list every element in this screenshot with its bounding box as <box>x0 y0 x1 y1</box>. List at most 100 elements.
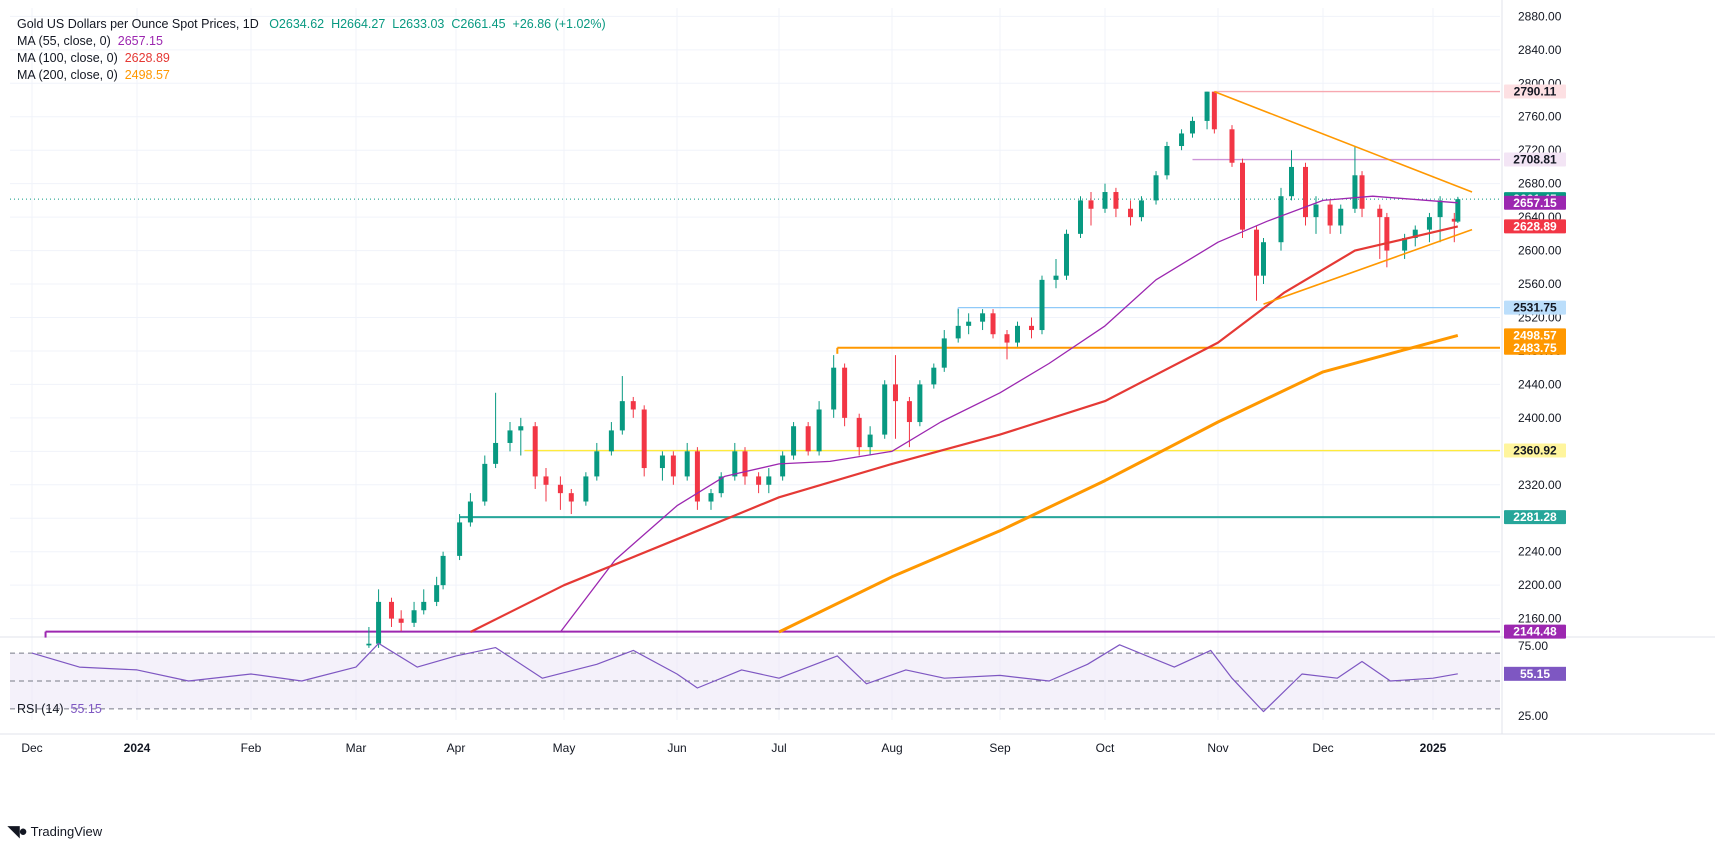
candle-body <box>791 426 797 456</box>
price-axis: 2160.002200.002240.002280.002320.002360.… <box>1518 9 1562 722</box>
candle-body <box>594 451 600 477</box>
tradingview-brand[interactable]: ◥● TradingView <box>8 822 102 840</box>
price-tick-label: 2160.00 <box>1518 612 1562 626</box>
candle-body <box>1113 192 1119 209</box>
candle-body <box>1204 91 1210 121</box>
level-tag-2360.92-bg <box>1504 443 1566 458</box>
candle-body <box>892 384 898 402</box>
low-value: L2633.03 <box>392 17 445 31</box>
level-tag-2281.28: 2281.28 <box>1513 510 1557 524</box>
high-value: H2664.27 <box>331 17 386 31</box>
candle-body <box>1352 175 1358 209</box>
candle-body <box>641 409 647 469</box>
candle-body <box>805 426 811 452</box>
time-tick-label: Jun <box>667 741 686 755</box>
ma100-row[interactable]: MA (100, close, 0) 2628.89 <box>17 50 606 67</box>
ma55-row[interactable]: MA (55, close, 0) 2657.15 <box>17 33 606 50</box>
price-tick-label: 2240.00 <box>1518 545 1562 559</box>
candle-body <box>1102 192 1108 209</box>
price-tick-label: 2320.00 <box>1518 478 1562 492</box>
candle-body <box>742 451 748 477</box>
price-tick-label: 2840.00 <box>1518 43 1562 57</box>
ma-line-200 <box>778 333 1459 634</box>
candle-body <box>1377 208 1383 218</box>
candle-body <box>1128 208 1134 218</box>
rsi-pane <box>10 642 1500 713</box>
candle-body <box>1338 208 1344 226</box>
level-tag-2144.48-bg <box>1504 624 1566 639</box>
level-tag-2708.81: 2708.81 <box>1513 153 1557 167</box>
candle-body <box>780 455 786 477</box>
candle-body <box>532 426 538 477</box>
ma200-label: MA (200, close, 0) <box>17 68 118 82</box>
candle-body <box>1039 279 1045 331</box>
price-tick-label: 2880.00 <box>1518 9 1562 23</box>
level-tag-2708.81-bg <box>1504 152 1566 167</box>
candle-body <box>507 430 513 443</box>
candle-body <box>619 401 625 431</box>
level-tag-2360.92: 2360.92 <box>1513 444 1557 458</box>
candle-body <box>493 442 499 464</box>
horizontal-levels <box>10 90 1500 638</box>
rsi-band-fill <box>10 653 1500 709</box>
price-tick-label: 2200.00 <box>1518 578 1562 592</box>
candle-body <box>1437 200 1443 218</box>
candle-body <box>1229 129 1235 163</box>
candle-body <box>467 501 473 523</box>
candle-body <box>1289 166 1294 197</box>
trendline-2 <box>1263 228 1473 305</box>
candle-body <box>766 476 772 485</box>
ma200-row[interactable]: MA (200, close, 0) 2498.57 <box>17 67 606 84</box>
candle-body <box>955 325 961 339</box>
candle-body <box>421 601 427 611</box>
price-tick-label: 2680.00 <box>1518 177 1562 191</box>
price-tag-2628.89: 2628.89 <box>1513 219 1557 233</box>
candle-body <box>941 338 947 368</box>
candle-body <box>1451 218 1457 222</box>
ma200-value: 2498.57 <box>124 68 170 82</box>
candle-body <box>376 601 382 644</box>
chart-legend: Gold US Dollars per Ounce Spot Prices, 1… <box>17 16 606 84</box>
symbol-title: Gold US Dollars per Ounce Spot Prices, 1… <box>17 17 259 31</box>
candle-body <box>659 455 665 469</box>
level-tag-2483.75-bg <box>1504 340 1566 355</box>
candle-body <box>440 555 446 586</box>
candle-body <box>990 313 996 335</box>
price-tags: 2790.11 2708.81 2531.75 2483.75 2360.92 2281.… <box>1504 84 1566 681</box>
candle-body <box>831 367 837 410</box>
rsi-value-tag: 55.15 <box>1520 667 1550 681</box>
candle-body <box>1004 334 1010 343</box>
rsi-value: 55.15 <box>70 702 102 716</box>
candle-body <box>388 601 394 619</box>
level-tag-2790.11: 2790.11 <box>1514 85 1557 99</box>
ma55-value: 2657.15 <box>117 34 163 48</box>
change-value: +26.86 (+1.02%) <box>512 17 606 31</box>
level-tag-2144.48: 2144.48 <box>1513 625 1557 639</box>
candle-body <box>980 313 986 322</box>
level-tag-2790.11-bg <box>1504 84 1566 99</box>
price-tick-label: 2400.00 <box>1518 411 1562 425</box>
candle-body <box>816 409 822 452</box>
price-tick-label: 2760.00 <box>1518 110 1562 124</box>
candle-body <box>1179 133 1185 147</box>
candle-body <box>482 463 488 502</box>
candle-body <box>1359 175 1365 209</box>
candle-body <box>708 493 714 502</box>
candle-body <box>694 451 700 502</box>
rsi-legend[interactable]: RSI (14) 55.15 <box>17 702 102 716</box>
candle-body <box>1211 91 1217 130</box>
candle-body <box>1327 204 1333 226</box>
ma100-value: 2628.89 <box>124 51 170 65</box>
time-tick-label: Nov <box>1207 741 1228 755</box>
rsi-tick-label: 25.00 <box>1518 709 1548 723</box>
level-tag-2281.28-bg <box>1504 510 1566 525</box>
candle-body <box>1313 204 1319 218</box>
moving-averages <box>469 195 1459 634</box>
candle-body <box>906 401 912 423</box>
open-value: O2634.62 <box>269 17 325 31</box>
candle-body <box>732 451 738 477</box>
candle-body <box>366 643 372 646</box>
candle-body <box>931 367 937 385</box>
candle-body <box>630 401 636 410</box>
